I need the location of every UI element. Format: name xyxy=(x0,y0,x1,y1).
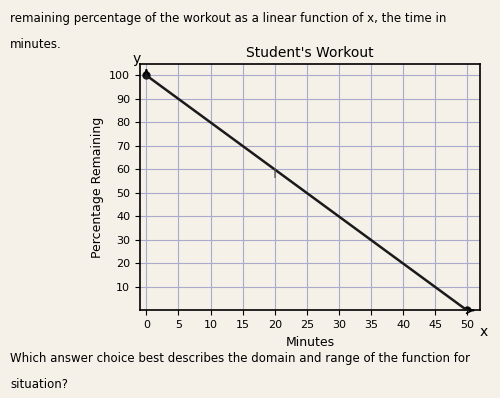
Title: Student's Workout: Student's Workout xyxy=(246,46,374,60)
Text: y: y xyxy=(132,52,141,66)
Text: situation?: situation? xyxy=(10,378,68,391)
Text: minutes.: minutes. xyxy=(10,38,62,51)
Y-axis label: Percentage Remaining: Percentage Remaining xyxy=(90,117,104,258)
Text: Which answer choice best describes the domain and range of the function for: Which answer choice best describes the d… xyxy=(10,352,470,365)
Text: x: x xyxy=(480,325,488,339)
X-axis label: Minutes: Minutes xyxy=(286,336,335,349)
Text: I: I xyxy=(272,167,276,181)
Text: remaining percentage of the workout as a linear function of x, the time in: remaining percentage of the workout as a… xyxy=(10,12,446,25)
